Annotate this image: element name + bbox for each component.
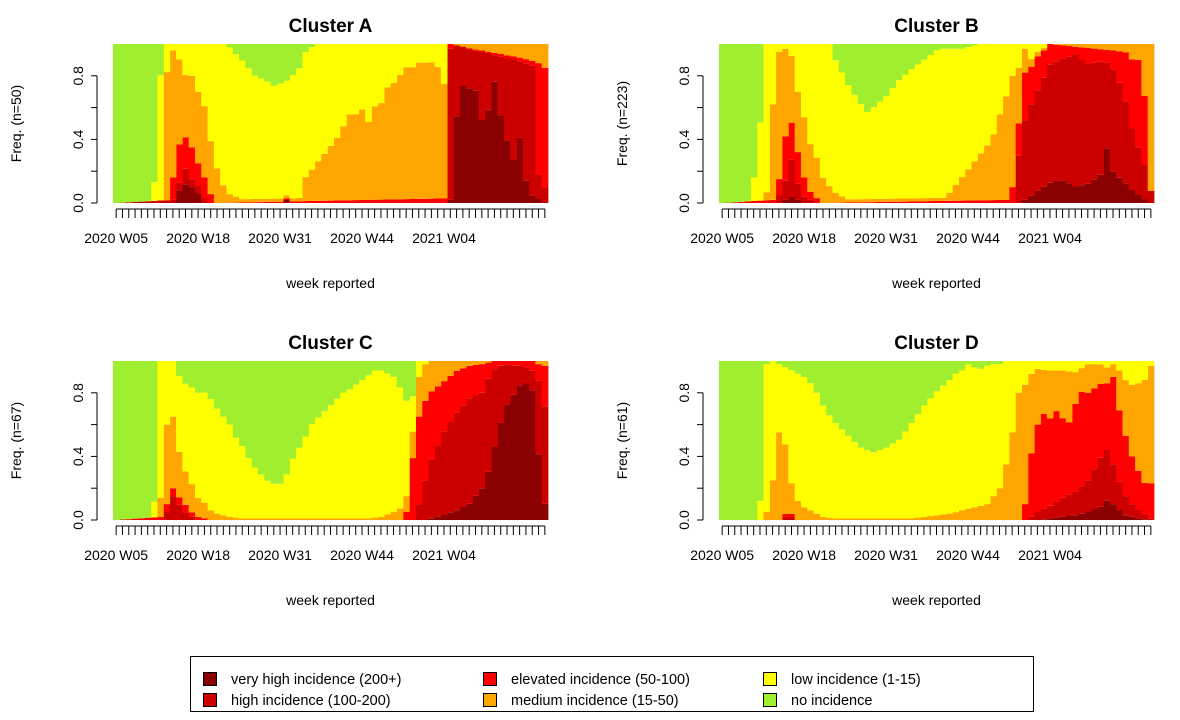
x-tick-label: 2020 W18 [166, 230, 230, 246]
legend-item-elevated: elevated incidence (50-100) [483, 671, 690, 689]
series-area-none [719, 361, 1004, 520]
legend-label-medium: medium incidence (15-50) [511, 693, 679, 709]
legend-swatch-none [763, 693, 777, 707]
y-tick-label: 0.4 [70, 129, 86, 149]
y-axis-label: Freq. (n=223) [614, 81, 630, 166]
legend-label-none: no incidence [791, 693, 873, 709]
x-tick-label: 2020 W44 [936, 230, 1000, 246]
series-area-high [163, 364, 549, 520]
series-area-high [119, 45, 549, 203]
x-tick-label: 2020 W18 [772, 230, 836, 246]
series-area-very-high [782, 148, 1149, 203]
series-area-low [150, 361, 429, 519]
y-tick-label: 0.4 [676, 446, 692, 466]
x-axis-label: week reported [891, 592, 981, 608]
legend-label-low: low incidence (1-15) [791, 672, 921, 688]
legend-swatch-medium [483, 693, 497, 707]
panel-title: Cluster B [894, 16, 978, 37]
series-area-elevated [119, 361, 549, 520]
legend-swatch-low [763, 672, 777, 686]
legend-swatch-very-high [203, 672, 217, 686]
series-area-very-high [428, 383, 549, 520]
x-tick-label: 2020 W44 [330, 230, 394, 246]
series-area-very-high [1040, 500, 1149, 520]
series-area-low [750, 44, 1048, 202]
y-tick-label: 0.0 [676, 510, 692, 530]
panel-d: Cluster D 0.0 0.4 0.8 Freq. (n=61) 2020 W05 20… [614, 333, 1155, 608]
y-tick-label: 0.0 [676, 193, 692, 213]
x-tick-label: 2020 W44 [330, 547, 394, 563]
legend-label-very-high: very high incidence (200+) [231, 672, 402, 688]
series-area-none [719, 44, 978, 203]
panel-c: Cluster C 0.0 0.4 0.8 Freq. (n=67) 2020 W05 20… [8, 333, 549, 608]
x-tick-label: 2021 W04 [412, 547, 476, 563]
panel-a: Cluster A 0.0 0.4 0.8 Freq. (n=50) 2020 W05 20… [8, 16, 549, 291]
legend-item-high: high incidence (100-200) [203, 692, 391, 710]
legend-swatch-high [203, 693, 217, 707]
panel-title: Cluster D [894, 333, 978, 354]
y-axis-label: Freq. (n=67) [8, 402, 24, 479]
series-area-high [782, 450, 1155, 520]
figure-canvas: Cluster A 0.0 0.4 0.8 Freq. (n=50) 2020 W05 20… [8, 16, 1155, 608]
y-tick-label: 0.8 [676, 383, 692, 403]
series-area-none [113, 44, 316, 203]
y-tick-label: 0.4 [70, 446, 86, 466]
y-axis-label: Freq. (n=50) [8, 85, 24, 162]
series-area-elevated [725, 44, 1149, 203]
y-tick-label: 0.8 [70, 383, 86, 403]
y-tick-label: 0.0 [70, 193, 86, 213]
x-tick-label: 2020 W18 [772, 547, 836, 563]
x-tick-label: 2020 W31 [248, 547, 312, 563]
y-tick-label: 0.8 [676, 66, 692, 86]
legend-label-elevated: elevated incidence (50-100) [511, 672, 690, 688]
x-tick-label: 2021 W04 [412, 230, 476, 246]
series-area-medium [763, 364, 1155, 520]
y-axis-label: Freq. (n=61) [614, 402, 630, 479]
y-tick-label: 0.0 [70, 510, 86, 530]
series-area-medium [163, 44, 549, 203]
legend-swatch-elevated [483, 672, 497, 686]
x-tick-label: 2020 W05 [84, 547, 148, 563]
x-tick-label: 2020 W31 [248, 230, 312, 246]
series-area-none [113, 361, 417, 520]
x-tick-label: 2020 W44 [936, 547, 1000, 563]
x-axis-label: week reported [285, 275, 375, 291]
y-tick-label: 0.8 [70, 66, 86, 86]
legend-item-none: no incidence [763, 692, 872, 710]
series-area-high [775, 54, 1155, 203]
x-axis-label: week reported [891, 275, 981, 291]
series-area-very-high [176, 81, 543, 203]
series-area-low [150, 44, 448, 201]
panel-b: Cluster B 0.0 0.4 0.8 Freq. (n=223) 2020 W05 2… [614, 16, 1155, 291]
legend-item-very-high: very high incidence (200+) [203, 671, 401, 689]
legend-item-medium: medium incidence (15-50) [483, 692, 679, 710]
legend: very high incidence (200+) high incidenc… [190, 656, 1034, 712]
x-tick-label: 2020 W05 [690, 547, 754, 563]
x-tick-label: 2021 W04 [1018, 547, 1082, 563]
x-axis-label: week reported [285, 592, 375, 608]
series-area-medium [157, 361, 549, 520]
x-tick-label: 2020 W31 [854, 547, 918, 563]
legend-item-low: low incidence (1-15) [763, 671, 921, 689]
x-tick-label: 2020 W18 [166, 547, 230, 563]
panel-title: Cluster A [289, 16, 373, 37]
x-tick-label: 2020 W31 [854, 230, 918, 246]
x-tick-label: 2020 W05 [84, 230, 148, 246]
x-tick-label: 2020 W05 [690, 230, 754, 246]
series-area-elevated [782, 376, 1155, 520]
legend-label-high: high incidence (100-200) [231, 693, 391, 709]
y-tick-label: 0.4 [676, 129, 692, 149]
panel-title: Cluster C [288, 333, 373, 354]
x-tick-label: 2021 W04 [1018, 230, 1082, 246]
series-area-low [756, 361, 1155, 520]
